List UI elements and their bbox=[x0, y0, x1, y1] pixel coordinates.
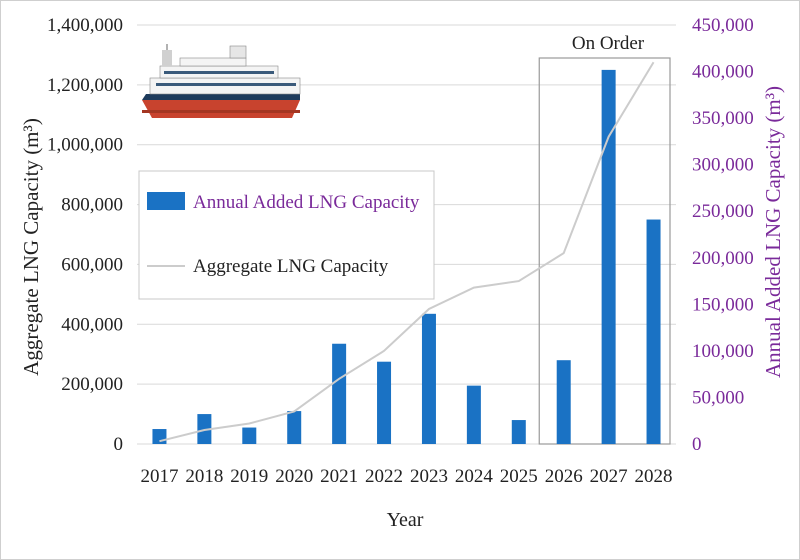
x-axis-title: Year bbox=[387, 509, 424, 531]
y-right-tick-label: 300,000 bbox=[692, 155, 754, 176]
x-tick-label: 2020 bbox=[275, 466, 313, 487]
bar bbox=[242, 427, 257, 444]
y-left-tick-label: 1,000,000 bbox=[47, 135, 123, 156]
legend-swatch-bar bbox=[147, 192, 185, 210]
y-right-tick-label: 350,000 bbox=[692, 108, 754, 129]
x-tick-label: 2026 bbox=[545, 466, 583, 487]
y-left-tick-label: 0 bbox=[114, 434, 124, 455]
tick-labels: 0 200,000 400,000 600,000 800,000 1,000,000 1,… bbox=[47, 15, 754, 487]
bar bbox=[556, 360, 571, 444]
y-right-tick-label: 200,000 bbox=[692, 248, 754, 269]
x-tick-label: 2027 bbox=[590, 466, 628, 487]
y-right-tick-label: 400,000 bbox=[692, 62, 754, 83]
line-series bbox=[159, 61, 655, 443]
bar bbox=[601, 69, 616, 445]
x-tick-label: 2024 bbox=[455, 466, 494, 487]
bar bbox=[511, 420, 526, 444]
x-tick-label: 2017 bbox=[140, 466, 178, 487]
y-left-tick-label: 600,000 bbox=[61, 254, 123, 275]
y-right-tick-label: 250,000 bbox=[692, 201, 754, 222]
x-tick-label: 2018 bbox=[185, 466, 223, 487]
y-left-tick-label: 800,000 bbox=[61, 195, 123, 216]
y-right-tick-label: 0 bbox=[692, 434, 702, 455]
y-left-tick-label: 1,400,000 bbox=[47, 15, 123, 36]
y-left-tick-label: 400,000 bbox=[61, 314, 123, 335]
y-left-tick-label: 1,200,000 bbox=[47, 75, 123, 96]
bar bbox=[332, 343, 347, 444]
y-axis-left-title: Aggregate LNG Capacity (m³) bbox=[19, 118, 43, 376]
bar bbox=[421, 313, 436, 444]
y-axis-right-title: Annual Added LNG Capacity (m³) bbox=[761, 86, 785, 378]
x-tick-label: 2022 bbox=[365, 466, 403, 487]
x-tick-label: 2025 bbox=[500, 466, 538, 487]
x-tick-label: 2019 bbox=[230, 466, 268, 487]
y-left-tick-label: 200,000 bbox=[61, 374, 123, 395]
y-right-tick-label: 100,000 bbox=[692, 341, 754, 362]
ship-image bbox=[142, 44, 301, 118]
y-right-tick-label: 450,000 bbox=[692, 15, 754, 36]
on-order-label: On Order bbox=[572, 33, 645, 54]
legend-box bbox=[138, 170, 435, 300]
y-right-tick-label: 50,000 bbox=[692, 387, 744, 408]
legend-label-line: Aggregate LNG Capacity bbox=[193, 256, 389, 277]
bar bbox=[152, 429, 167, 444]
bar bbox=[466, 385, 481, 444]
x-tick-label: 2023 bbox=[410, 466, 448, 487]
y-right-tick-label: 150,000 bbox=[692, 294, 754, 315]
aggregate-line bbox=[159, 61, 655, 443]
x-tick-label: 2021 bbox=[320, 466, 358, 487]
legend: Annual Added LNG Capacity Aggregate LNG … bbox=[138, 170, 435, 300]
bar bbox=[377, 361, 392, 444]
bar bbox=[646, 219, 661, 444]
x-tick-label: 2028 bbox=[635, 466, 673, 487]
legend-label-bar: Annual Added LNG Capacity bbox=[193, 192, 420, 213]
bar bbox=[287, 411, 302, 444]
